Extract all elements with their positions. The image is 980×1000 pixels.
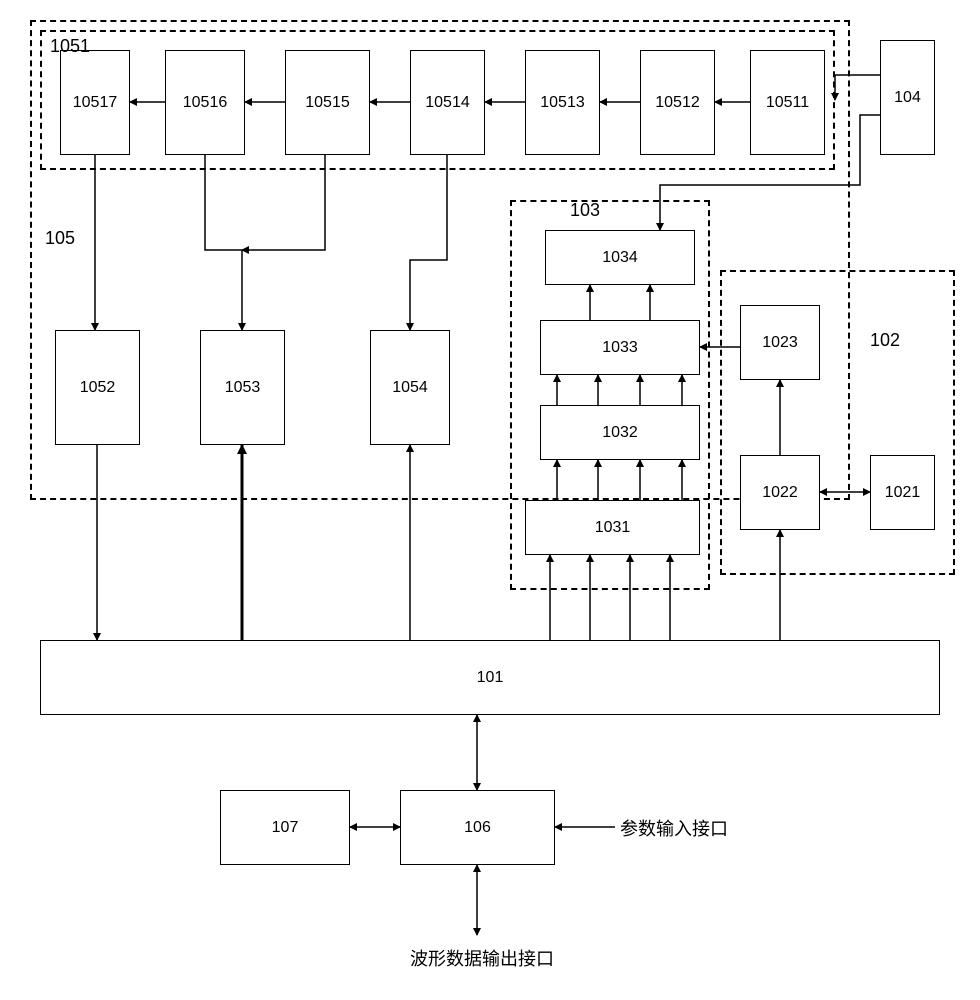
node-10515: 10515 [285,50,370,155]
node-1032: 1032 [540,405,700,460]
label-l103: 103 [570,200,600,221]
node-10514: 10514 [410,50,485,155]
node-10512: 10512 [640,50,715,155]
node-106: 106 [400,790,555,865]
node-1021: 1021 [870,455,935,530]
label-l102: 102 [870,330,900,351]
node-1052: 1052 [55,330,140,445]
node-1033: 1033 [540,320,700,375]
node-10516: 10516 [165,50,245,155]
label-lwave: 波形数据输出接口 [410,945,554,971]
node-10511: 10511 [750,50,825,155]
label-lparam: 参数输入接口 [620,815,728,841]
node-101: 101 [40,640,940,715]
diagram-canvas: 10517 10516 10515 10514 10513 10512 10511 104 10… [0,0,980,1000]
node-10517: 10517 [60,50,130,155]
node-1053: 1053 [200,330,285,445]
node-1023: 1023 [740,305,820,380]
node-107: 107 [220,790,350,865]
node-1031: 1031 [525,500,700,555]
node-1022: 1022 [740,455,820,530]
node-1034: 1034 [545,230,695,285]
node-10513: 10513 [525,50,600,155]
label-l105: 105 [45,228,75,249]
label-l1051: 1051 [50,36,90,57]
node-104: 104 [880,40,935,155]
node-1054: 1054 [370,330,450,445]
